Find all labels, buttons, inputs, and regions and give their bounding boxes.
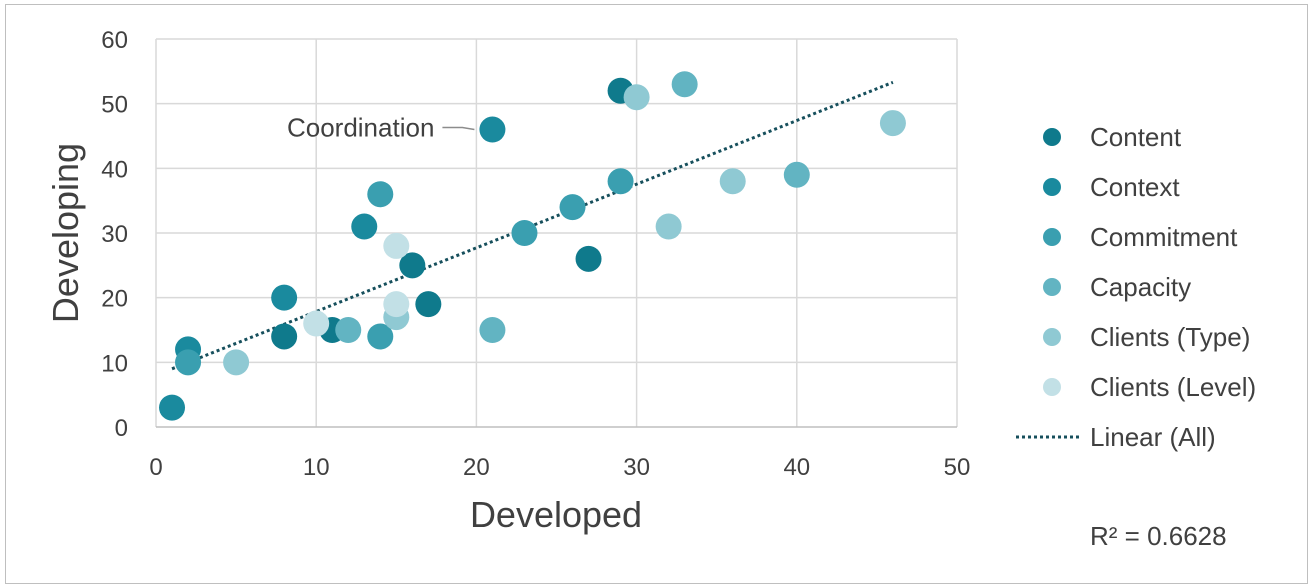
y-tick-label: 50 — [101, 92, 128, 119]
x-tick-label: 40 — [783, 454, 810, 481]
data-point — [575, 245, 602, 272]
legend: Content Context Commitment Capacity Clients … — [1016, 122, 1256, 452]
data-point — [383, 232, 410, 259]
data-point — [367, 323, 394, 350]
x-tick-label: 50 — [944, 454, 971, 481]
data-point — [719, 168, 746, 195]
gridlines — [155, 38, 958, 428]
data-point — [271, 323, 298, 350]
x-tick-label: 10 — [303, 454, 330, 481]
data-point — [303, 310, 330, 337]
legend-entry: Clients (Type) — [1090, 322, 1250, 352]
data-point — [351, 213, 378, 240]
legend-entry: Content — [1090, 122, 1182, 152]
y-tick-label: 10 — [101, 350, 128, 377]
data-point — [271, 284, 298, 311]
legend-entry-trendline: Linear (All) — [1090, 422, 1216, 452]
x-tick-label: 0 — [149, 454, 162, 481]
data-points — [159, 71, 906, 421]
tick-labels: 0 10 20 30 40 50 0 10 20 30 40 50 60 — [101, 27, 970, 481]
scatter-chart: 0 10 20 30 40 50 0 10 20 30 40 50 60 Developed Devel… — [45, 27, 1256, 551]
legend-entry: Capacity — [1090, 272, 1191, 302]
x-tick-label: 30 — [623, 454, 650, 481]
data-point — [607, 168, 634, 195]
legend-marker — [1043, 378, 1061, 396]
annotation-leader — [442, 126, 475, 131]
legend-marker — [1043, 328, 1061, 346]
legend-entry: Clients (Level) — [1090, 372, 1256, 402]
y-tick-label: 40 — [101, 156, 128, 183]
data-point — [511, 220, 538, 246]
legend-marker — [1043, 128, 1061, 146]
y-tick-label: 0 — [115, 415, 128, 442]
data-point — [671, 71, 698, 98]
data-point — [175, 349, 202, 376]
data-point — [655, 213, 682, 240]
y-tick-label: 20 — [101, 286, 128, 313]
y-axis-title: Developing — [45, 143, 86, 323]
data-point — [479, 317, 506, 343]
data-point — [399, 252, 426, 279]
data-point — [879, 110, 906, 137]
r-squared-label: R² = 0.6628 — [1090, 521, 1227, 551]
x-axis-title: Developed — [470, 494, 642, 535]
data-point — [383, 291, 410, 318]
data-point — [415, 291, 442, 318]
y-tick-label: 60 — [101, 27, 128, 54]
data-point — [623, 84, 650, 111]
data-point — [559, 194, 586, 221]
legend-marker — [1043, 278, 1061, 296]
data-point — [479, 116, 506, 143]
data-point — [335, 317, 362, 343]
annotation-group: Coordination — [287, 113, 475, 143]
annotation-label: Coordination — [287, 113, 434, 143]
x-tick-label: 20 — [463, 454, 490, 481]
data-point — [223, 349, 250, 376]
legend-entry: Commitment — [1090, 222, 1238, 252]
data-point — [783, 161, 810, 188]
data-point — [159, 394, 186, 421]
legend-entry: Context — [1090, 172, 1180, 202]
data-point — [367, 181, 394, 208]
y-tick-label: 30 — [101, 221, 128, 248]
legend-marker — [1043, 228, 1061, 246]
legend-marker — [1043, 178, 1061, 196]
